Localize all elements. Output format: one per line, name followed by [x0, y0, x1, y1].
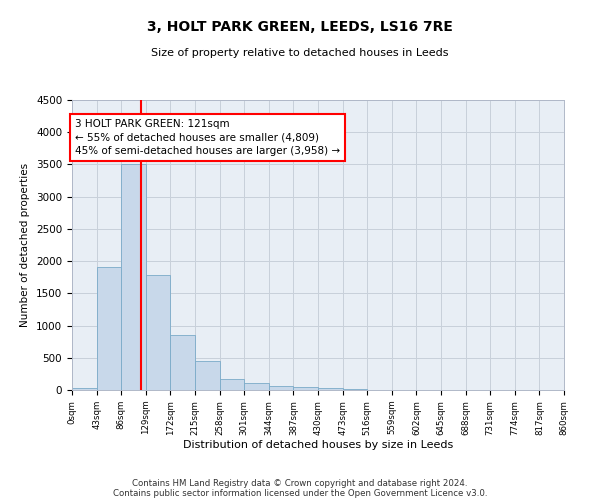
Text: Contains public sector information licensed under the Open Government Licence v3: Contains public sector information licen… [113, 488, 487, 498]
Bar [343, 388, 367, 390]
X-axis label: Distribution of detached houses by size in Leeds: Distribution of detached houses by size … [183, 440, 453, 450]
Bar [318, 388, 343, 390]
Bar [121, 164, 146, 390]
Bar [146, 276, 170, 390]
Bar [97, 267, 121, 390]
Bar [269, 386, 293, 390]
Text: 3 HOLT PARK GREEN: 121sqm
← 55% of detached houses are smaller (4,809)
45% of se: 3 HOLT PARK GREEN: 121sqm ← 55% of detac… [75, 120, 340, 156]
Text: Contains HM Land Registry data © Crown copyright and database right 2024.: Contains HM Land Registry data © Crown c… [132, 478, 468, 488]
Bar [170, 335, 195, 390]
Bar [72, 388, 97, 390]
Bar [220, 380, 244, 390]
Bar [195, 361, 220, 390]
Y-axis label: Number of detached properties: Number of detached properties [20, 163, 31, 327]
Text: 3, HOLT PARK GREEN, LEEDS, LS16 7RE: 3, HOLT PARK GREEN, LEEDS, LS16 7RE [147, 20, 453, 34]
Bar [244, 383, 269, 390]
Text: Size of property relative to detached houses in Leeds: Size of property relative to detached ho… [151, 48, 449, 58]
Bar [293, 387, 318, 390]
